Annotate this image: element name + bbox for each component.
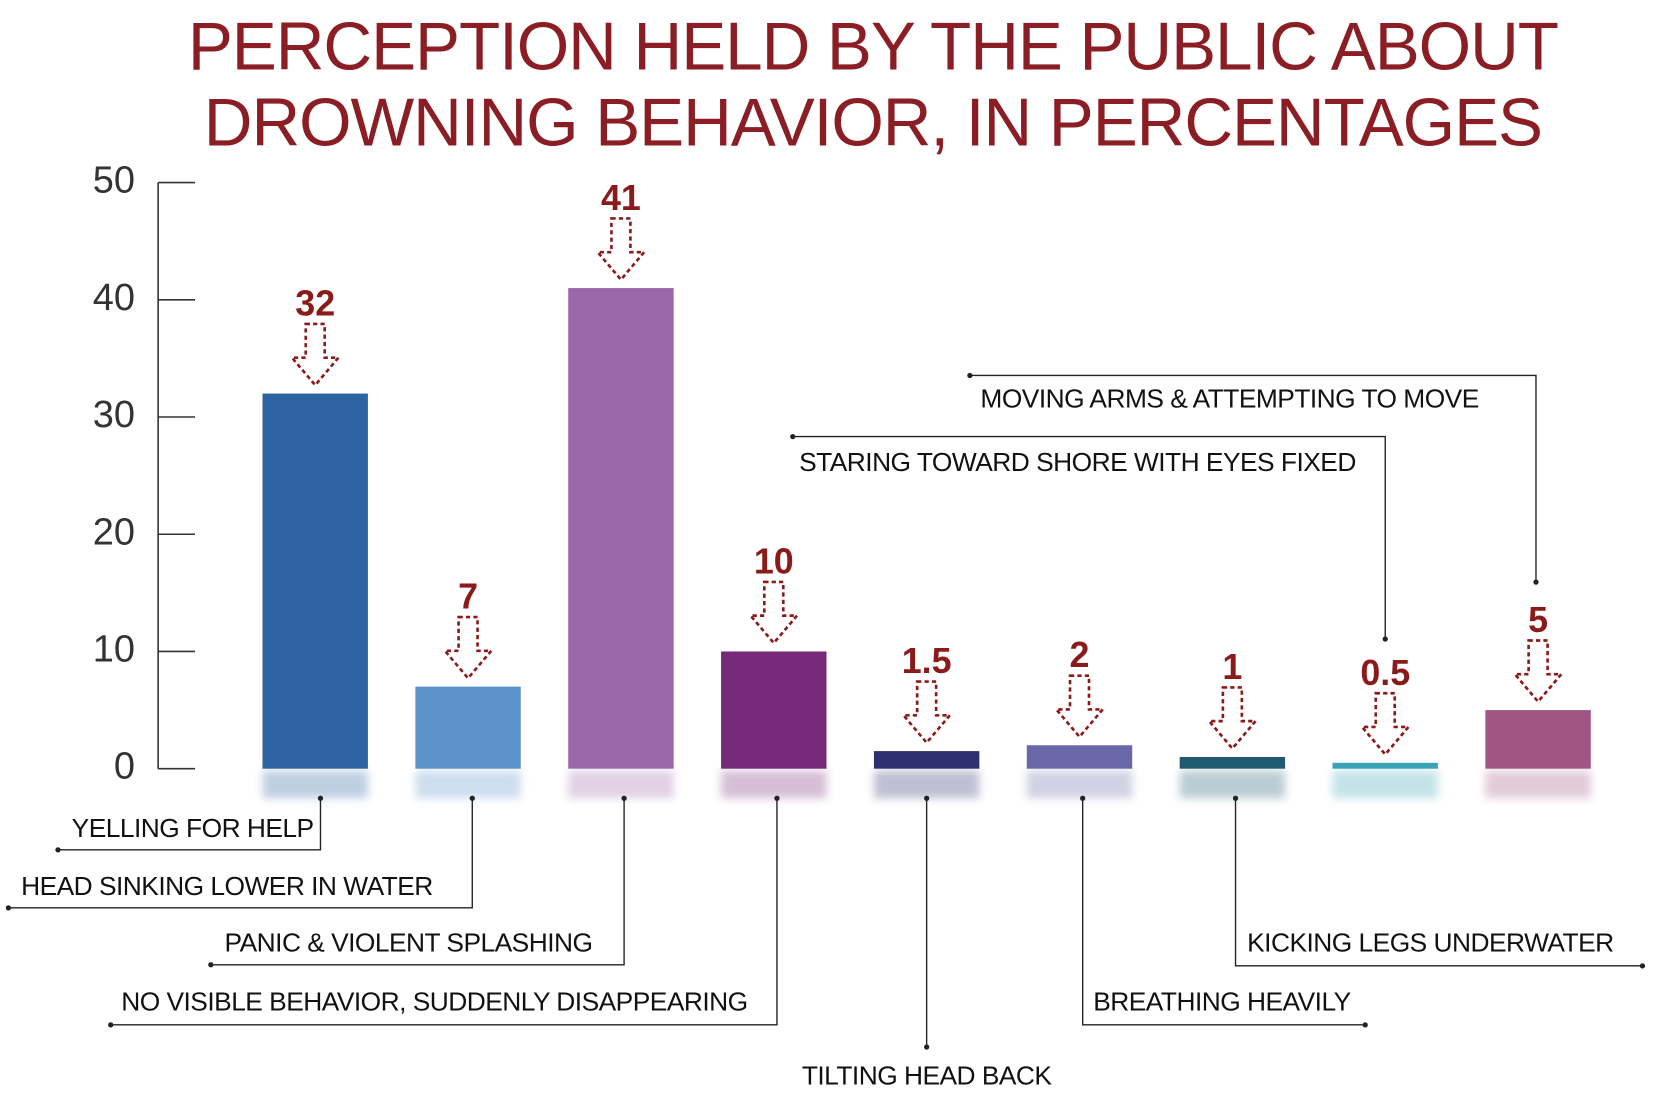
bar-reflection — [1485, 770, 1591, 799]
value-label: 5 — [1528, 600, 1548, 640]
leader-dot — [1382, 636, 1388, 642]
leader-dot — [317, 795, 324, 801]
value-label: 0.5 — [1360, 653, 1410, 693]
value-arrow — [1359, 691, 1412, 757]
value-arrow — [1512, 639, 1565, 704]
value-arrow — [594, 217, 647, 282]
bar-reflection — [262, 770, 368, 799]
leader-line — [210, 798, 625, 966]
bar-reflection — [568, 770, 674, 799]
leader-line — [57, 798, 322, 851]
value-arrow — [1053, 674, 1106, 739]
value-arrow — [900, 680, 953, 745]
y-tick-label: 40 — [93, 277, 135, 319]
leader-dot — [1362, 1022, 1368, 1028]
y-tick-label: 20 — [93, 511, 135, 553]
leader-dot — [774, 795, 780, 801]
category-label: HEAD SINKING LOWER IN WATER — [21, 871, 433, 901]
category-label: BREATHING HEAVILY — [1093, 987, 1350, 1017]
value-label: 2 — [1070, 635, 1090, 675]
bar — [262, 393, 368, 769]
value-arrow — [289, 322, 342, 388]
value-label: 32 — [295, 284, 335, 324]
bar-reflection — [1179, 770, 1286, 799]
value-arrow — [442, 615, 495, 681]
category-label: PANIC & VIOLENT SPLASHING — [225, 928, 593, 958]
bar — [873, 751, 980, 769]
value-label: 7 — [458, 577, 478, 617]
category-label: KICKING LEGS UNDERWATER — [1247, 928, 1614, 958]
leader-dot — [924, 1044, 930, 1050]
chart-title: PERCEPTION HELD BY THE PUBLIC ABOUT — [188, 10, 1558, 85]
leader-dot — [790, 433, 796, 440]
value-arrow — [747, 580, 800, 646]
leader-dot — [1080, 795, 1086, 801]
bar — [415, 686, 521, 769]
y-tick-label: 30 — [93, 394, 135, 436]
leader-dot — [108, 1022, 114, 1028]
leader-line — [969, 374, 1537, 583]
leader-dot — [1232, 795, 1239, 801]
y-tick-label: 10 — [93, 628, 135, 670]
category-label: YELLING FOR HELP — [72, 813, 314, 843]
value-arrow — [1206, 686, 1259, 751]
leader-line — [110, 798, 778, 1026]
leader-dot — [621, 795, 627, 801]
leader-line — [1234, 798, 1643, 967]
value-label: 41 — [601, 178, 641, 218]
value-label: 1 — [1222, 647, 1242, 687]
bar-reflection — [721, 770, 827, 799]
category-label: STARING TOWARD SHORE WITH EYES FIXED — [799, 447, 1356, 477]
category-label: NO VISIBLE BEHAVIOR, SUDDENLY DISAPPEARI… — [121, 987, 747, 1017]
bar — [1332, 762, 1438, 769]
leader-dot — [208, 962, 214, 968]
leader-dot — [55, 847, 61, 853]
leader-dot — [5, 905, 12, 911]
y-tick-label: 50 — [93, 160, 135, 202]
leader-dot — [469, 795, 475, 801]
leader-line — [1081, 798, 1366, 1026]
value-label: 10 — [754, 541, 794, 581]
value-label: 1.5 — [902, 641, 952, 681]
leader-dot — [924, 795, 930, 801]
leader-dot — [1639, 963, 1646, 969]
bar — [1179, 756, 1286, 769]
leader-line — [792, 435, 1386, 640]
y-tick-label: 0 — [114, 746, 135, 788]
bar-reflection — [1026, 770, 1133, 799]
bar — [1485, 710, 1591, 769]
leader-line — [8, 798, 473, 909]
bar — [1026, 745, 1133, 769]
bar-reflection — [415, 770, 521, 799]
chart-title: DROWNING BEHAVIOR, IN PERCENTAGES — [204, 86, 1542, 161]
category-label: TILTING HEAD BACK — [802, 1061, 1053, 1091]
leader-dot — [1533, 579, 1539, 585]
category-label: MOVING ARMS & ATTEMPTING TO MOVE — [980, 384, 1478, 414]
bar — [721, 651, 827, 769]
bar-reflection — [873, 770, 980, 799]
bar — [568, 288, 674, 769]
bar-reflection — [1332, 770, 1438, 799]
leader-dot — [967, 372, 973, 379]
